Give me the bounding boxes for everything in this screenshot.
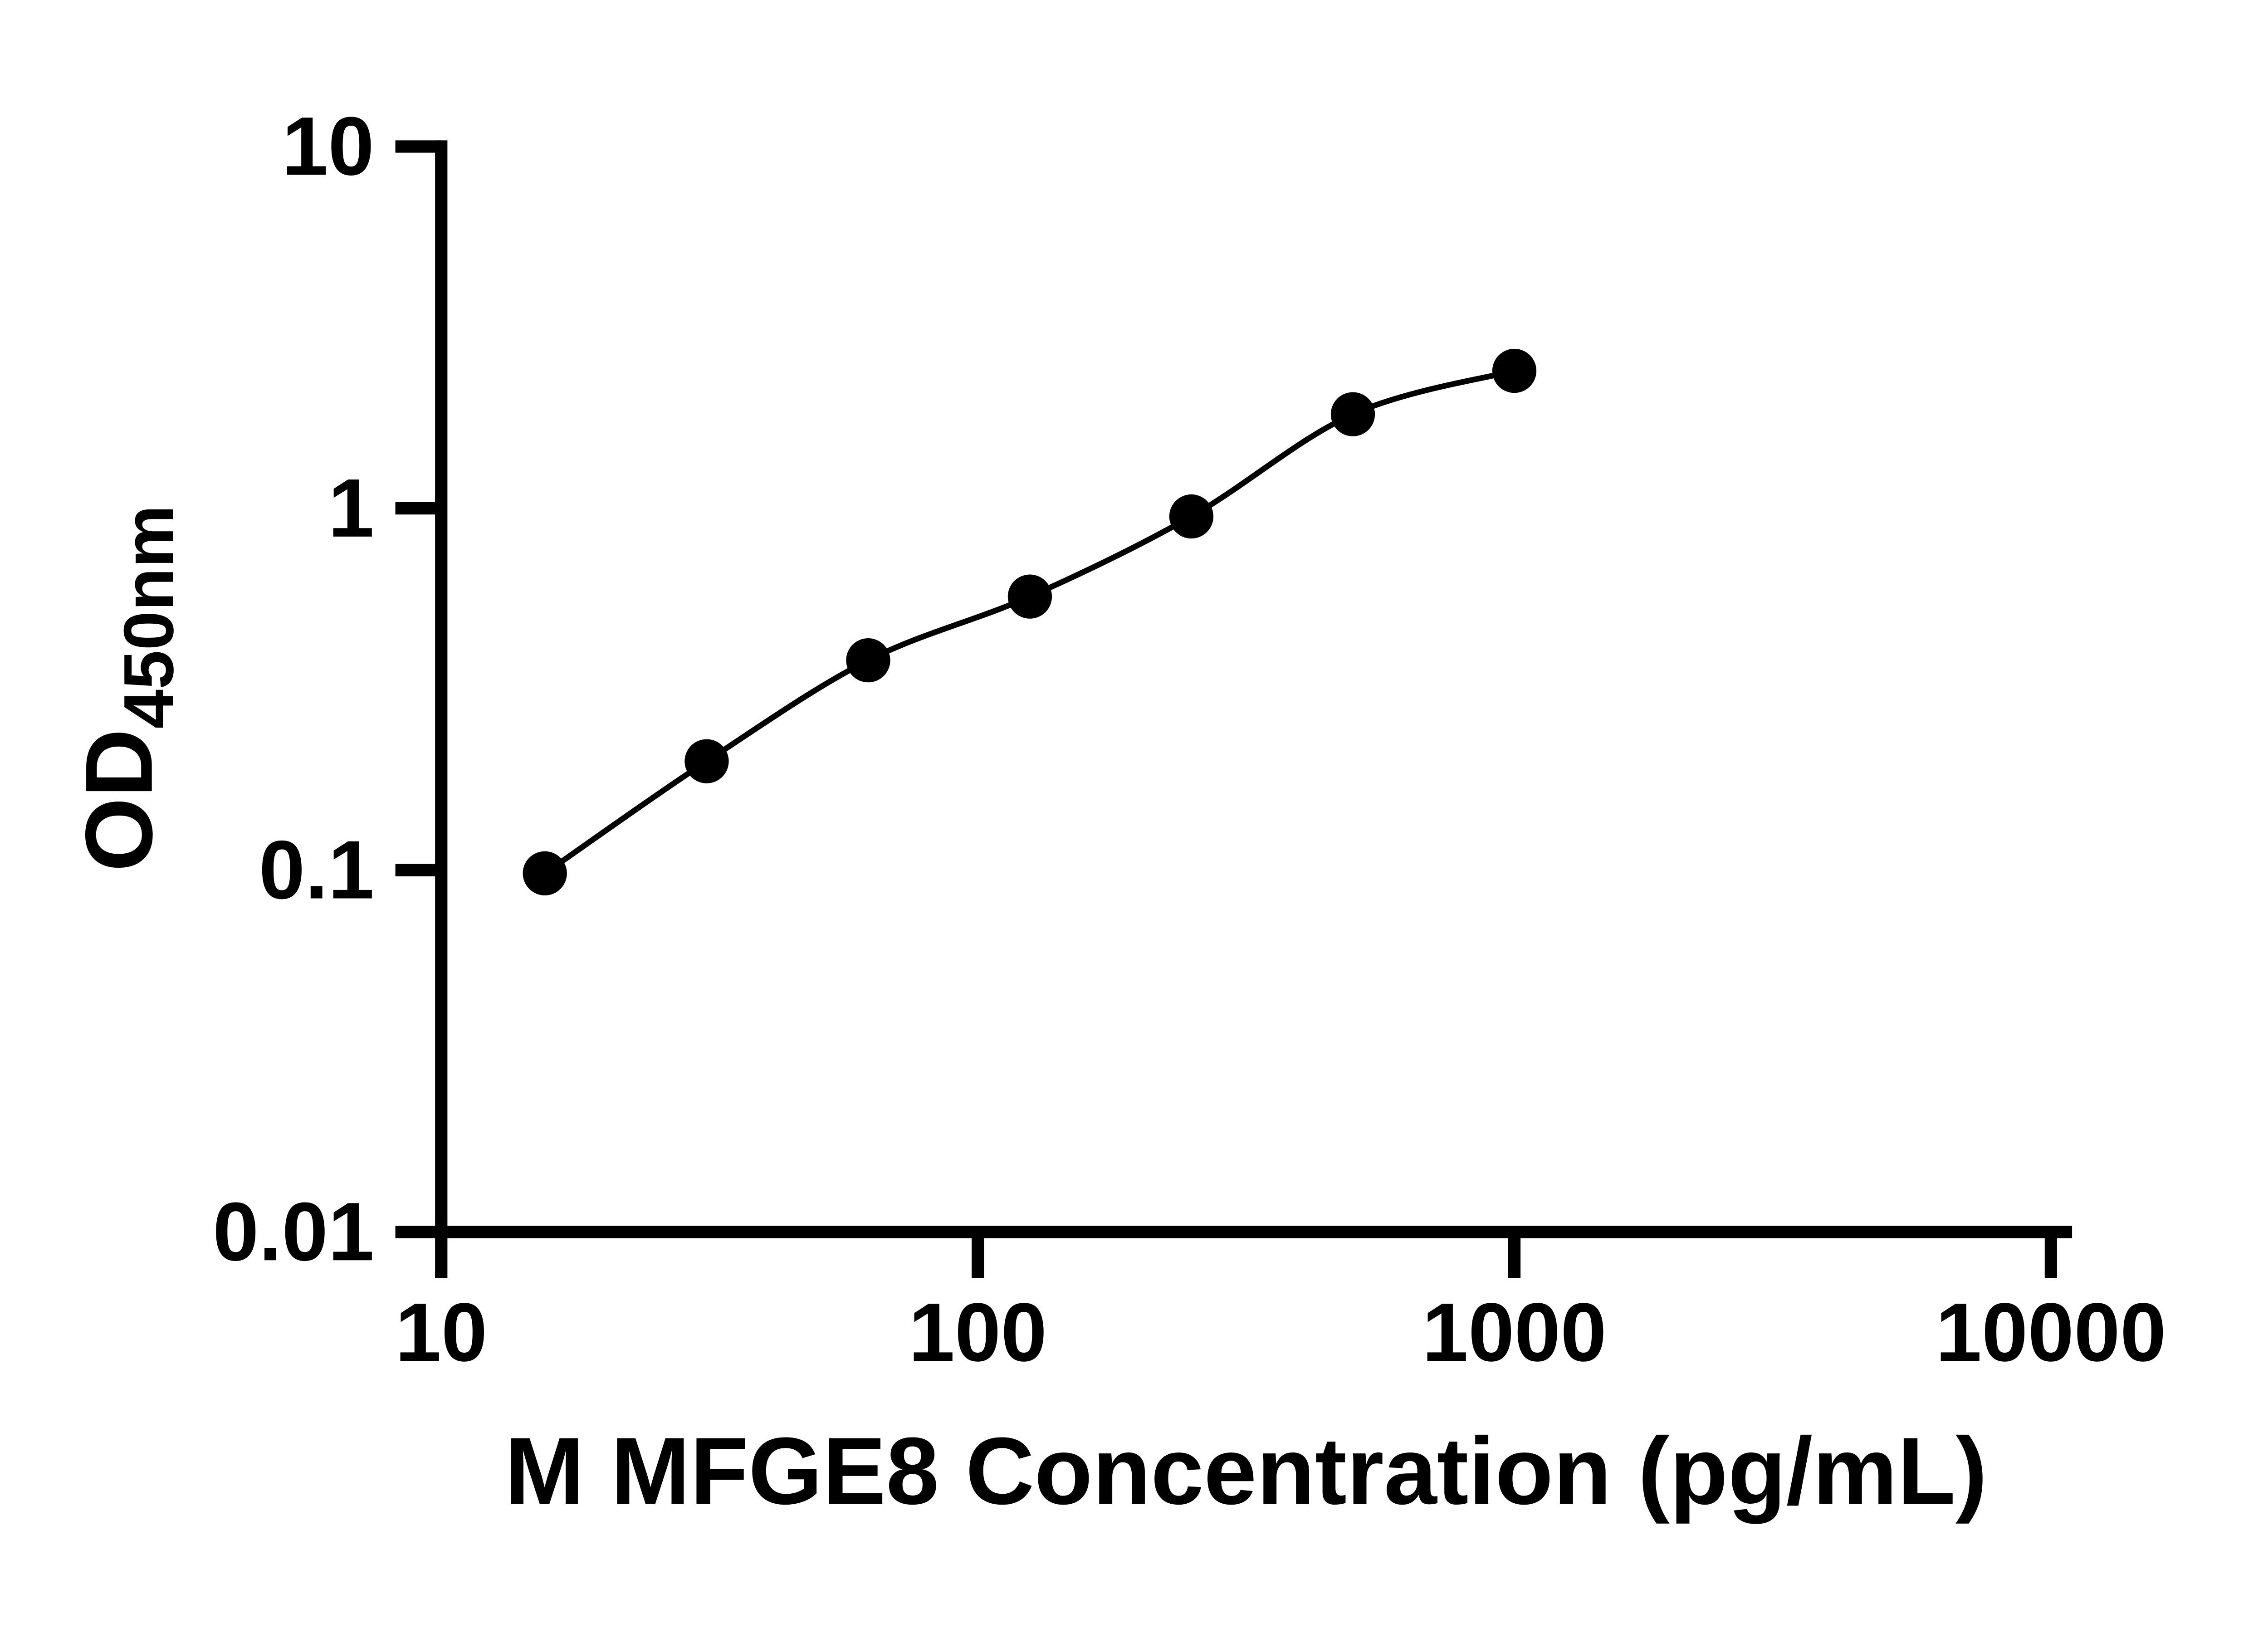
x-tick-label: 1000 — [1422, 1286, 1607, 1379]
data-point — [523, 851, 567, 895]
data-point — [1330, 392, 1375, 436]
y-tick-label: 10 — [282, 99, 374, 192]
y-tick-label: 0.01 — [213, 1185, 374, 1278]
y-axis-title: OD450nm — [66, 505, 188, 871]
data-point — [684, 739, 729, 783]
y-axis-title-sub: 450nm — [109, 505, 188, 728]
elisa-standard-curve-chart: 10 100 1000 10000 0.01 0.1 1 10 M MFGE8 Concent… — [65, 99, 2166, 1525]
y-tick-label: 1 — [328, 461, 374, 554]
fit-curve — [543, 368, 1515, 876]
data-series-layer — [523, 348, 1537, 895]
data-point — [1492, 348, 1537, 393]
x-axis-title: M MFGE8 Concentration (pg/mL) — [505, 1418, 1987, 1524]
y-tick-label: 0.1 — [259, 823, 374, 916]
data-point — [1007, 574, 1052, 619]
x-tick-label: 10 — [395, 1286, 487, 1379]
axes-layer: 10 100 1000 10000 0.01 0.1 1 10 — [213, 99, 2166, 1379]
y-axis-title-main: OD — [66, 728, 172, 871]
data-point — [1169, 494, 1214, 539]
x-tick-label: 10000 — [1936, 1286, 2166, 1379]
x-tick-label: 100 — [909, 1286, 1047, 1379]
data-point — [846, 638, 890, 683]
plot-canvas: 10 100 1000 10000 0.01 0.1 1 10 M MFGE8 Concent… — [66, 99, 2166, 1524]
